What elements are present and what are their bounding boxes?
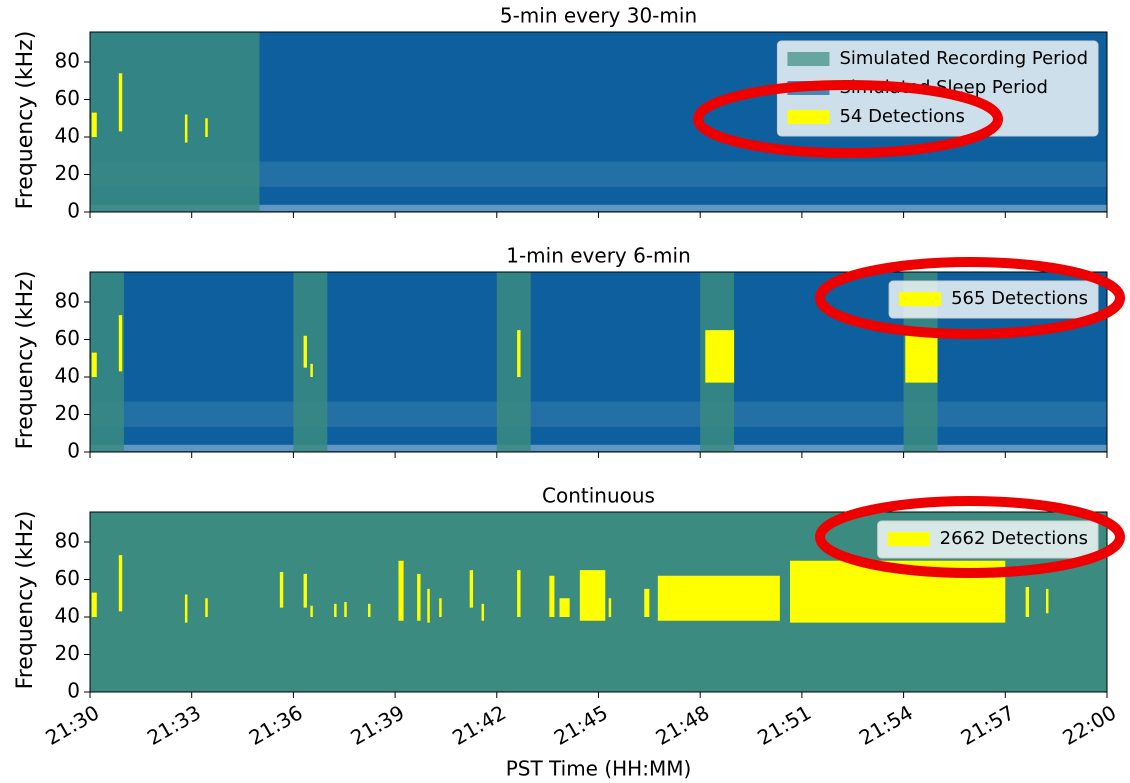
x-tick-label: 21:45 <box>550 700 612 750</box>
detection <box>517 330 521 377</box>
detection <box>334 603 337 617</box>
highlights <box>693 80 1125 578</box>
legend-frame <box>888 280 1099 319</box>
x-tick-label: 21:42 <box>448 700 510 750</box>
detection <box>303 335 307 368</box>
detection <box>469 570 474 608</box>
y-axis-label: Frequency (kHz) <box>13 511 38 690</box>
detection <box>549 575 555 617</box>
legend-label: 54 Detections <box>839 106 964 127</box>
detection <box>91 592 97 617</box>
y-tick-label: 60 <box>55 86 80 110</box>
recording-period <box>293 272 328 452</box>
detection <box>427 588 430 623</box>
detection <box>310 605 313 617</box>
detection <box>517 570 521 617</box>
detection <box>205 118 208 137</box>
detection <box>705 330 735 383</box>
y-axis-label: Frequency (kHz) <box>13 31 38 210</box>
x-tick-label: 21:48 <box>652 700 714 750</box>
legend-swatch <box>787 52 830 66</box>
y-tick-label: 20 <box>55 161 80 185</box>
detection <box>91 112 97 137</box>
detection <box>608 598 612 617</box>
y-tick-label: 20 <box>55 641 80 665</box>
y-tick-label: 80 <box>55 289 80 313</box>
x-tick-label: 21:54 <box>855 700 917 750</box>
y-tick-label: 0 <box>67 679 80 703</box>
detection <box>1045 588 1049 614</box>
legend-label: Simulated Recording Period <box>839 48 1088 69</box>
detection <box>559 598 570 617</box>
y-tick-label: 0 <box>67 439 80 463</box>
detection <box>398 560 404 621</box>
highlight-ellipse <box>693 80 1003 158</box>
noise-band <box>90 401 1107 427</box>
panel: Continuous Frequency (kHz) 0 20 40 60 80 21:30 2… <box>13 484 1120 781</box>
legend-label: 565 Detections <box>951 288 1088 309</box>
recording-period <box>90 32 260 212</box>
legend-frame <box>877 520 1099 559</box>
x-tick-label: 21:30 <box>41 700 103 750</box>
x-axis-label: PST Time (HH:MM) <box>506 757 692 781</box>
legend: 565 Detections <box>888 280 1099 319</box>
noise-band <box>90 204 1107 212</box>
panel-title: 1-min every 6-min <box>506 244 691 268</box>
highlight-ellipse <box>815 496 1125 578</box>
detection <box>184 594 188 623</box>
highlight-ellipse <box>815 257 1125 339</box>
legend: 2662 Detections <box>877 520 1099 559</box>
detection <box>118 315 123 372</box>
detection <box>439 598 442 617</box>
legend-label: 2662 Detections <box>940 528 1088 549</box>
detection <box>184 114 188 143</box>
x-tick-label: 21:51 <box>753 700 815 750</box>
y-tick-label: 20 <box>55 401 80 425</box>
x-tick-label: 21:36 <box>245 700 307 750</box>
detection <box>417 573 421 621</box>
y-tick-label: 60 <box>55 566 80 590</box>
y-tick-label: 40 <box>55 364 80 388</box>
x-tick-label: 22:00 <box>1058 700 1120 750</box>
panels: 5-min every 30-min Frequency (kHz) 0 20 40 60… <box>13 4 1120 781</box>
noise-band <box>90 444 1107 452</box>
legend-swatch <box>787 110 830 124</box>
x-tick-label: 21:33 <box>143 700 205 750</box>
panel-title: Continuous <box>542 484 655 508</box>
y-tick-label: 80 <box>55 49 80 73</box>
x-tick-label: 21:57 <box>957 700 1019 750</box>
detection <box>657 575 780 621</box>
panel: 1-min every 6-min Frequency (kHz) 0 20 40 60 8… <box>13 244 1108 463</box>
detection <box>205 598 208 617</box>
detection <box>481 603 485 621</box>
detection <box>310 363 313 377</box>
detection <box>579 570 606 621</box>
detection <box>279 572 284 608</box>
x-tick-label: 21:39 <box>346 700 408 750</box>
detection <box>344 602 347 617</box>
detection <box>118 73 123 132</box>
y-tick-label: 0 <box>67 199 80 223</box>
y-tick-label: 40 <box>55 124 80 148</box>
panel-title: 5-min every 30-min <box>500 4 697 28</box>
y-axis-label: Frequency (kHz) <box>13 271 38 450</box>
y-tick-label: 80 <box>55 529 80 553</box>
legend-swatch <box>887 532 930 546</box>
y-tick-label: 40 <box>55 604 80 628</box>
detection <box>91 352 97 377</box>
detection <box>118 555 123 612</box>
legend-swatch <box>899 292 942 306</box>
recording-period <box>496 272 531 452</box>
detection <box>644 588 650 617</box>
detection <box>303 573 307 608</box>
detection <box>905 335 938 383</box>
detection <box>367 603 371 617</box>
y-tick-label: 60 <box>55 326 80 350</box>
panel: 5-min every 30-min Frequency (kHz) 0 20 40 60… <box>13 4 1108 223</box>
detection <box>1025 587 1030 617</box>
